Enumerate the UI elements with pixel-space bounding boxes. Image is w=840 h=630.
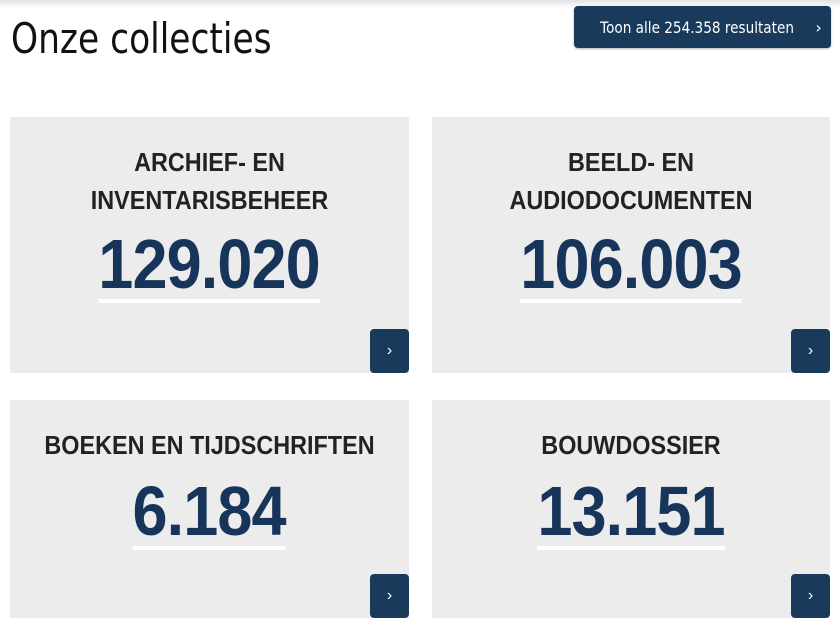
show-all-results-button[interactable]: Toon alle 254.358 resultaten › xyxy=(574,6,831,48)
collection-open-button[interactable]: › xyxy=(791,329,830,373)
page-title: Onze collecties xyxy=(11,14,272,63)
collection-count-link[interactable]: 106.003 xyxy=(520,225,743,303)
top-shadow xyxy=(0,0,840,8)
chevron-right-icon: › xyxy=(386,342,393,359)
chevron-right-icon: › xyxy=(807,342,814,359)
collection-open-button[interactable]: › xyxy=(791,574,830,618)
chevron-right-icon: › xyxy=(807,587,814,604)
collection-title: BEELD- EN AUDIODOCUMENTEN xyxy=(509,147,753,215)
collection-open-button[interactable]: › xyxy=(370,574,409,618)
collection-open-button[interactable]: › xyxy=(370,329,409,373)
chevron-right-icon: › xyxy=(815,17,822,37)
collection-card-beeld[interactable]: BEELD- EN AUDIODOCUMENTEN 106.003 › xyxy=(432,117,830,373)
collection-title: BOUWDOSSIER xyxy=(541,430,721,460)
collection-count-link[interactable]: 129.020 xyxy=(98,225,321,303)
show-all-results-label: Toon alle 254.358 resultaten xyxy=(600,17,795,37)
collection-count-link[interactable]: 13.151 xyxy=(537,472,726,550)
collection-title: BOEKEN EN TIJDSCHRIFTEN xyxy=(44,430,375,460)
collection-title: ARCHIEF- EN INVENTARISBEHEER xyxy=(90,147,329,215)
chevron-right-icon: › xyxy=(386,587,393,604)
collection-card-bouwdossier[interactable]: BOUWDOSSIER 13.151 › xyxy=(432,400,830,618)
collection-card-archief[interactable]: ARCHIEF- EN INVENTARISBEHEER 129.020 › xyxy=(10,117,409,373)
collection-count-link[interactable]: 6.184 xyxy=(132,472,287,550)
collection-card-boeken[interactable]: BOEKEN EN TIJDSCHRIFTEN 6.184 › xyxy=(10,400,409,618)
